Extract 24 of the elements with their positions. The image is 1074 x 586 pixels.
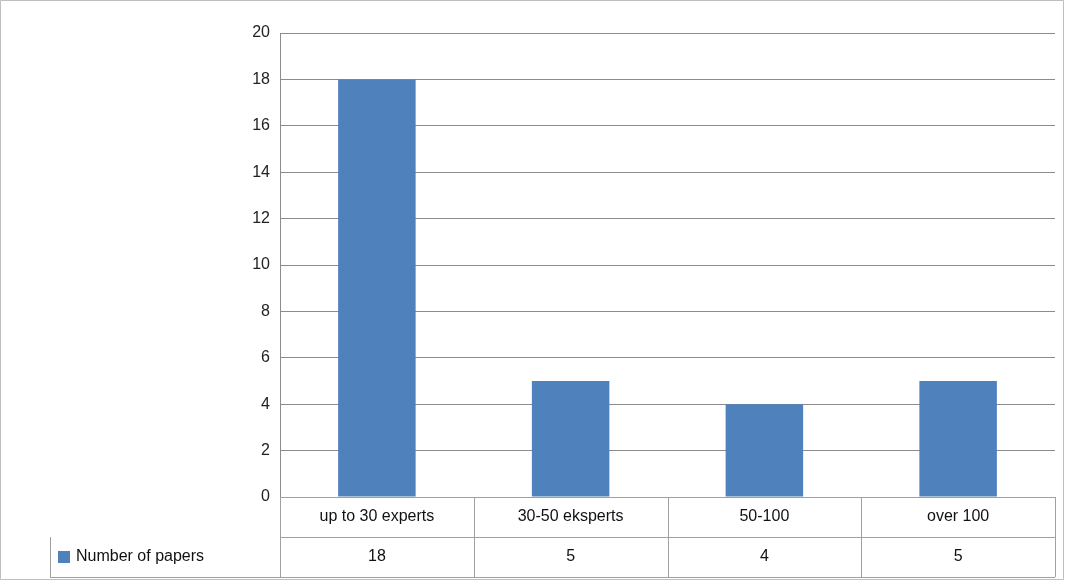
y-tick-label: 4	[261, 394, 271, 412]
y-tick-label: 18	[252, 69, 271, 87]
bar	[338, 79, 416, 497]
x-tick-label: over 100	[926, 507, 990, 525]
data-label: 5	[953, 547, 963, 565]
legend-label: Number of papers	[76, 547, 205, 565]
x-tick-label: 50-100	[739, 507, 790, 525]
y-tick-label: 8	[261, 301, 271, 319]
y-tick-label: 10	[252, 255, 271, 273]
y-tick-label: 12	[252, 209, 271, 227]
bar	[531, 381, 610, 497]
y-tick-label: 14	[252, 162, 271, 180]
x-tick-label: up to 30 experts	[319, 507, 435, 525]
x-tick-label: 30-50 eksperts	[517, 507, 624, 525]
data-label: 5	[566, 547, 576, 565]
y-tick-label: 2	[261, 441, 271, 459]
bar	[725, 404, 804, 497]
y-tick-label: 20	[252, 23, 271, 41]
y-tick-label: 16	[252, 116, 271, 134]
bar	[919, 381, 997, 497]
data-label: 18	[367, 547, 386, 565]
y-tick-label: 0	[261, 487, 271, 505]
y-tick-label: 6	[261, 348, 271, 366]
data-label: 4	[759, 547, 769, 565]
